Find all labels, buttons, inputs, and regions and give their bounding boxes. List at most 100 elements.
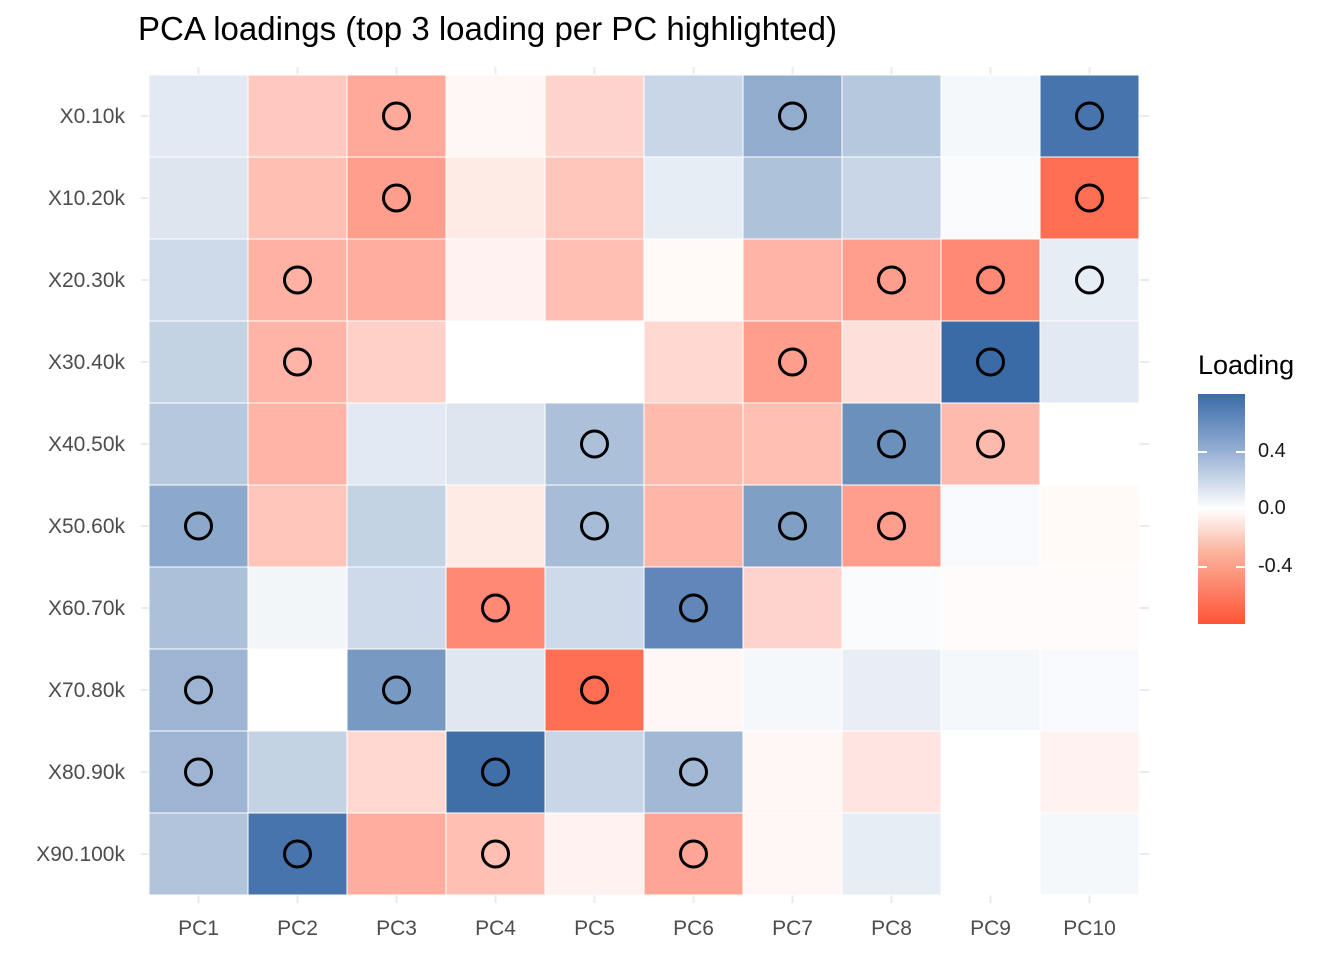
x-tick-label: PC3 xyxy=(376,917,417,940)
heatmap-cell-X80.90k-PC8 xyxy=(841,730,942,814)
x-tick-label: PC1 xyxy=(178,917,219,940)
heatmap-cell-X20.30k-PC10 xyxy=(1039,238,1140,322)
heatmap-cell-X10.20k-PC8 xyxy=(841,156,942,240)
heatmap-cell-X80.90k-PC7 xyxy=(742,730,843,814)
legend-tick-mark xyxy=(1236,565,1245,568)
y-tick-label: X60.70k xyxy=(48,597,126,620)
heatmap-cell-X80.90k-PC3 xyxy=(346,730,447,814)
heatmap-cell-X20.30k-PC3 xyxy=(346,238,447,322)
heatmap-cell-X10.20k-PC9 xyxy=(940,156,1041,240)
heatmap-cell-X80.90k-PC1 xyxy=(148,730,249,814)
heatmap-cell-X10.20k-PC10 xyxy=(1039,156,1140,240)
highlight-markers xyxy=(184,101,1104,869)
heatmap-cell-X70.80k-PC10 xyxy=(1039,648,1140,732)
heatmap-cell-X0.10k-PC2 xyxy=(247,74,348,158)
heatmap-cell-X70.80k-PC2 xyxy=(247,648,348,732)
heatmap-cell-X30.40k-PC6 xyxy=(643,320,744,404)
highlight-marker xyxy=(778,511,807,541)
heatmap-cell-X10.20k-PC5 xyxy=(544,156,645,240)
heatmap-cell-X90.100k-PC7 xyxy=(742,812,843,896)
heatmap-cell-X40.50k-PC10 xyxy=(1039,402,1140,486)
x-tick-label: PC8 xyxy=(871,917,912,940)
heatmap-cell-X0.10k-PC6 xyxy=(643,74,744,158)
heatmap-cell-X0.10k-PC3 xyxy=(346,74,447,158)
highlight-marker xyxy=(283,265,312,295)
heatmap-cell-X40.50k-PC3 xyxy=(346,402,447,486)
heatmap-cell-X60.70k-PC9 xyxy=(940,566,1041,650)
highlight-marker xyxy=(283,839,312,869)
x-tick-label: PC2 xyxy=(277,917,318,940)
highlight-marker xyxy=(976,429,1005,459)
heatmap-cell-X30.40k-PC3 xyxy=(346,320,447,404)
heatmap-cell-X80.90k-PC4 xyxy=(445,730,546,814)
heatmap-cell-X90.100k-PC8 xyxy=(841,812,942,896)
heatmap-cell-X40.50k-PC4 xyxy=(445,402,546,486)
heatmap-cell-X30.40k-PC10 xyxy=(1039,320,1140,404)
highlight-marker xyxy=(184,757,213,787)
heatmap-cell-X50.60k-PC6 xyxy=(643,484,744,568)
heatmap-cell-X20.30k-PC7 xyxy=(742,238,843,322)
heatmap-cell-X20.30k-PC8 xyxy=(841,238,942,322)
heatmap-cell-X60.70k-PC5 xyxy=(544,566,645,650)
highlight-marker xyxy=(778,101,807,131)
highlight-marker xyxy=(976,265,1005,295)
heatmap-cell-X0.10k-PC8 xyxy=(841,74,942,158)
heatmap-cell-X20.30k-PC9 xyxy=(940,238,1041,322)
heatmap-cell-X50.60k-PC9 xyxy=(940,484,1041,568)
heatmap-cell-X30.40k-PC7 xyxy=(742,320,843,404)
heatmap-cell-X30.40k-PC1 xyxy=(148,320,249,404)
y-axis-labels: X0.10k X10.20k X20.30k X30.40k X40.50k X50.60… xyxy=(36,105,125,866)
heatmap-cell-X90.100k-PC3 xyxy=(346,812,447,896)
heatmap-cell-X60.70k-PC4 xyxy=(445,566,546,650)
heatmap-cell-X0.10k-PC5 xyxy=(544,74,645,158)
highlight-marker xyxy=(580,429,609,459)
highlight-marker xyxy=(877,511,906,541)
heatmap-cell-X0.10k-PC4 xyxy=(445,74,546,158)
heatmap-cell-X70.80k-PC7 xyxy=(742,648,843,732)
heatmap-cell-X40.50k-PC5 xyxy=(544,402,645,486)
heatmap-cell-X50.60k-PC3 xyxy=(346,484,447,568)
highlight-marker xyxy=(1075,265,1104,295)
highlight-marker xyxy=(679,839,708,869)
legend-tick-mark xyxy=(1198,450,1207,453)
heatmap-cell-X50.60k-PC5 xyxy=(544,484,645,568)
heatmap-cell-X0.10k-PC1 xyxy=(148,74,249,158)
heatmap-cell-X30.40k-PC4 xyxy=(445,320,546,404)
y-tick-label: X80.90k xyxy=(48,761,126,784)
highlight-marker xyxy=(283,347,312,377)
heatmap-cell-X80.90k-PC6 xyxy=(643,730,744,814)
y-tick-label: X70.80k xyxy=(48,679,126,702)
y-tick-label: X30.40k xyxy=(48,351,126,374)
x-tick-label: PC9 xyxy=(970,917,1011,940)
highlight-marker xyxy=(481,593,510,623)
y-tick-label: X0.10k xyxy=(60,105,126,128)
heatmap-cell-X60.70k-PC1 xyxy=(148,566,249,650)
heatmap-cell-X90.100k-PC2 xyxy=(247,812,348,896)
heatmap-cell-X10.20k-PC6 xyxy=(643,156,744,240)
legend-title: Loading xyxy=(1198,350,1295,380)
heatmap-cell-X0.10k-PC7 xyxy=(742,74,843,158)
highlight-marker xyxy=(877,265,906,295)
highlight-marker xyxy=(382,675,411,705)
heatmap-cell-X40.50k-PC8 xyxy=(841,402,942,486)
heatmap-cell-X70.80k-PC3 xyxy=(346,648,447,732)
x-axis-labels: PC1 PC2 PC3 PC4 PC5 PC6 PC7 PC8 PC9 PC10 xyxy=(178,917,1116,940)
heatmap-cell-X70.80k-PC4 xyxy=(445,648,546,732)
heatmap-cell-X90.100k-PC10 xyxy=(1039,812,1140,896)
heatmap-cell-X40.50k-PC7 xyxy=(742,402,843,486)
highlight-marker xyxy=(976,347,1005,377)
highlight-marker xyxy=(481,839,510,869)
heatmap-cell-X60.70k-PC2 xyxy=(247,566,348,650)
heatmap-cell-X50.60k-PC7 xyxy=(742,484,843,568)
heatmap-cell-X90.100k-PC4 xyxy=(445,812,546,896)
heatmap-cell-X50.60k-PC4 xyxy=(445,484,546,568)
heatmap-cell-X50.60k-PC8 xyxy=(841,484,942,568)
legend-tick-mark xyxy=(1198,508,1207,510)
heatmap-cell-X90.100k-PC1 xyxy=(148,812,249,896)
heatmap-cell-X10.20k-PC4 xyxy=(445,156,546,240)
heatmap-cell-X30.40k-PC8 xyxy=(841,320,942,404)
heatmap-cell-X90.100k-PC9 xyxy=(940,812,1041,896)
highlight-marker xyxy=(382,183,411,213)
x-tick-label: PC5 xyxy=(574,917,615,940)
